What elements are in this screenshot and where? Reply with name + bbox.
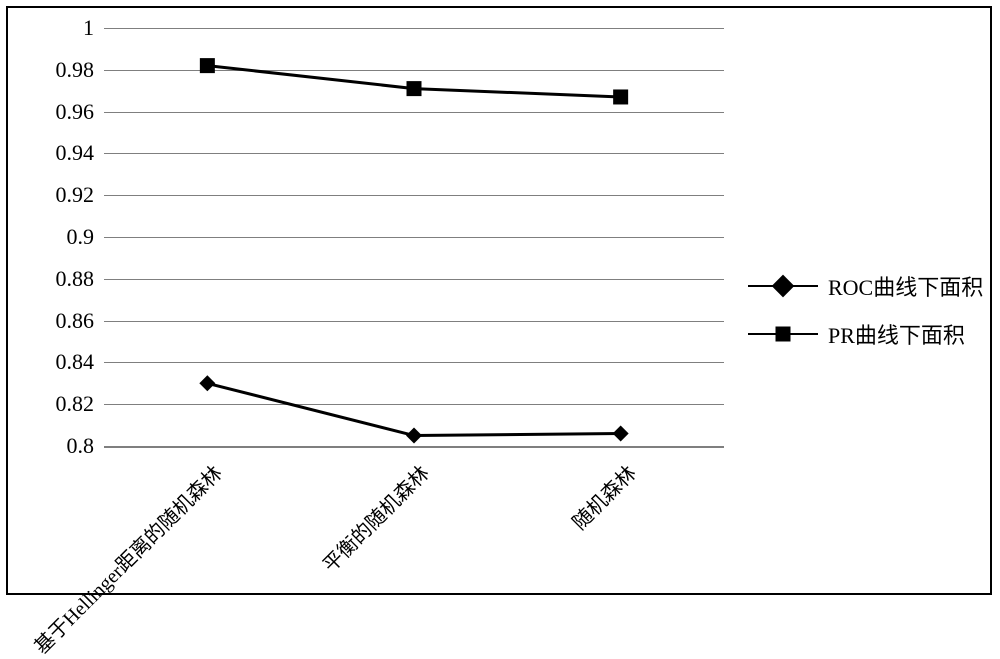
diamond-icon [199,375,215,391]
ytick-label: 0.9 [67,224,95,250]
chart-frame: 0.80.820.840.860.880.90.920.940.960.981基… [6,6,992,595]
ytick-label: 0.8 [67,433,95,459]
legend-item-pr: PR曲线下面积 [748,314,983,354]
ytick-label: 1 [83,15,94,41]
legend-label: ROC曲线下面积 [828,270,983,302]
xtick-label: 随机森林 [564,458,641,535]
diamond-icon [772,275,795,298]
ytick-label: 0.82 [56,391,95,417]
legend-line [748,333,818,335]
square-icon [613,89,628,104]
ytick-label: 0.98 [56,57,95,83]
ytick-label: 0.96 [56,99,95,125]
square-icon [407,81,422,96]
series-svg [104,28,724,446]
ytick-label: 0.94 [56,140,95,166]
diamond-icon [406,428,422,444]
ytick-label: 0.92 [56,182,95,208]
square-icon [200,58,215,73]
legend: ROC曲线下面积 PR曲线下面积 [748,258,983,362]
diamond-icon [613,425,629,441]
legend-item-roc: ROC曲线下面积 [748,266,983,306]
plot-area: 0.80.820.840.860.880.90.920.940.960.981基… [104,28,724,448]
xtick-label: 平衡的随机森林 [315,458,435,578]
square-icon [776,327,791,342]
ytick-label: 0.84 [56,349,95,375]
xtick-label: 基于Hellinger距离的随机森林 [27,458,228,659]
legend-line [748,285,818,287]
legend-label: PR曲线下面积 [828,318,965,350]
ytick-label: 0.86 [56,308,95,334]
ytick-label: 0.88 [56,266,95,292]
